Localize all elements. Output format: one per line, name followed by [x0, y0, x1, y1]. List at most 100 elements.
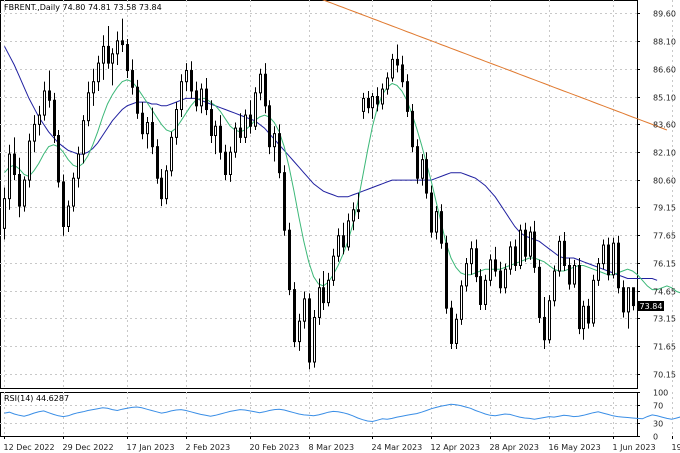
- price-tick-label: 89.60: [653, 10, 676, 19]
- time-tick-label: 1 Jun 2023: [613, 443, 656, 452]
- candle-body-up: [460, 285, 463, 320]
- candle-body-up: [38, 114, 41, 125]
- candle-body-up: [23, 179, 26, 207]
- candle: [411, 103, 414, 153]
- time-tick-label: 19 Jun 2023: [672, 443, 680, 452]
- candle-body-down: [249, 114, 252, 127]
- candle: [342, 222, 345, 255]
- candle: [597, 258, 600, 286]
- candle-body-up: [273, 133, 276, 148]
- candle-body-up: [391, 58, 394, 79]
- time-tick-label: 24 Mar 2023: [372, 443, 423, 452]
- candle: [499, 261, 502, 294]
- candle-body-down: [239, 127, 242, 138]
- time-tick-label: 17 Jan 2023: [127, 443, 175, 452]
- candle: [406, 74, 409, 117]
- candle: [563, 232, 566, 272]
- candle-body-up: [259, 73, 262, 94]
- candle-body-down: [13, 153, 16, 176]
- time-tick-label: 28 Apr 2023: [490, 443, 539, 452]
- price-tick-label: 70.15: [653, 371, 676, 380]
- candle-body-down: [126, 44, 129, 72]
- candle-body-up: [519, 229, 522, 266]
- candle: [318, 278, 321, 325]
- rsi-tick-label: 30: [653, 420, 663, 429]
- candle: [244, 109, 247, 143]
- candle-body-up: [371, 96, 374, 109]
- rsi-tick-label: 70: [653, 402, 663, 411]
- candle-body-down: [264, 73, 267, 107]
- candle-body-down: [141, 112, 144, 135]
- candle: [386, 72, 389, 95]
- candle-body-down: [401, 64, 404, 83]
- candle-body-up: [362, 97, 365, 112]
- rsi-panel-frame: [0, 392, 638, 437]
- candle-body-up: [337, 235, 340, 257]
- candle: [264, 63, 267, 114]
- price-tick-label: 79.15: [653, 204, 676, 213]
- candle-body-up: [548, 300, 551, 341]
- candle: [53, 92, 56, 143]
- candle-body-down: [160, 177, 163, 200]
- price-tick-label: 77.65: [653, 232, 676, 241]
- price-tick-label: 80.60: [653, 177, 676, 186]
- candlestick-series: [3, 18, 635, 370]
- candle: [489, 254, 492, 286]
- candle: [332, 248, 335, 286]
- candle-body-up: [146, 122, 149, 135]
- candle-body-down: [450, 307, 453, 344]
- candle: [470, 241, 473, 275]
- candle: [450, 300, 453, 350]
- candle: [558, 235, 561, 277]
- candle-body-down: [479, 276, 482, 305]
- candle-body-up: [504, 268, 507, 289]
- candle: [23, 176, 26, 212]
- candle: [622, 280, 625, 318]
- rsi-panel: 100 70 30 0: [0, 389, 680, 442]
- candle-body-up: [553, 270, 556, 302]
- price-tick-label: 83.60: [653, 121, 676, 130]
- candle: [362, 92, 365, 119]
- time-tick-label: 29 Dec 2022: [63, 443, 114, 452]
- candle: [538, 259, 541, 324]
- candle-body-down: [322, 287, 325, 304]
- candle-body-down: [18, 174, 21, 207]
- candle-body-up: [612, 242, 615, 276]
- candle-body-up: [180, 81, 183, 111]
- candle-body-down: [587, 305, 590, 324]
- candle-body-up: [332, 255, 335, 281]
- candle: [92, 68, 95, 106]
- candle: [48, 70, 51, 108]
- candle-body-up: [102, 45, 105, 64]
- candle: [327, 272, 330, 307]
- candle-body-down: [499, 270, 502, 289]
- candle-body-up: [72, 177, 75, 207]
- candle: [180, 74, 183, 117]
- candle: [33, 115, 36, 153]
- candle: [254, 87, 257, 130]
- time-tick-label: 16 May 2023: [549, 443, 601, 452]
- candle: [43, 81, 46, 121]
- candle-body-down: [617, 242, 620, 289]
- candle-body-up: [92, 81, 95, 94]
- sma-mid-line: [4, 46, 658, 281]
- candle: [116, 31, 119, 65]
- candle: [607, 237, 610, 281]
- candle: [234, 122, 237, 158]
- candle: [367, 90, 370, 114]
- time-tick-label: 12 Dec 2022: [4, 443, 55, 452]
- candle-body-down: [136, 86, 139, 114]
- candle-body-down: [53, 99, 56, 137]
- candle: [573, 259, 576, 288]
- candle-body-up: [509, 246, 512, 270]
- rsi-tick-label: 100: [653, 389, 668, 398]
- candle-body-up: [313, 316, 316, 363]
- candle: [107, 25, 110, 69]
- candle-body-down: [367, 97, 370, 109]
- candle: [445, 235, 448, 314]
- candle-body-up: [234, 127, 237, 153]
- candle-body-up: [303, 298, 306, 322]
- candle: [97, 55, 100, 91]
- candle: [185, 63, 188, 91]
- candle: [602, 239, 605, 270]
